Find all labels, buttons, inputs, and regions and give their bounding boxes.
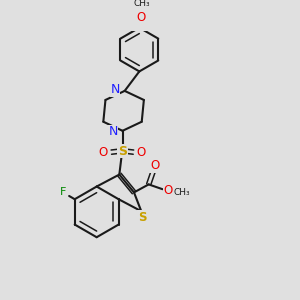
Text: S: S	[138, 211, 147, 224]
Text: O: O	[164, 184, 173, 197]
Text: S: S	[118, 145, 127, 158]
Text: N: N	[110, 83, 120, 96]
Text: F: F	[60, 187, 66, 197]
Text: N: N	[108, 125, 118, 138]
Text: O: O	[150, 159, 159, 172]
Text: CH₃: CH₃	[173, 188, 190, 197]
Text: O: O	[99, 146, 108, 159]
Text: O: O	[136, 11, 145, 23]
Text: O: O	[137, 146, 146, 159]
Text: CH₃: CH₃	[134, 0, 151, 8]
